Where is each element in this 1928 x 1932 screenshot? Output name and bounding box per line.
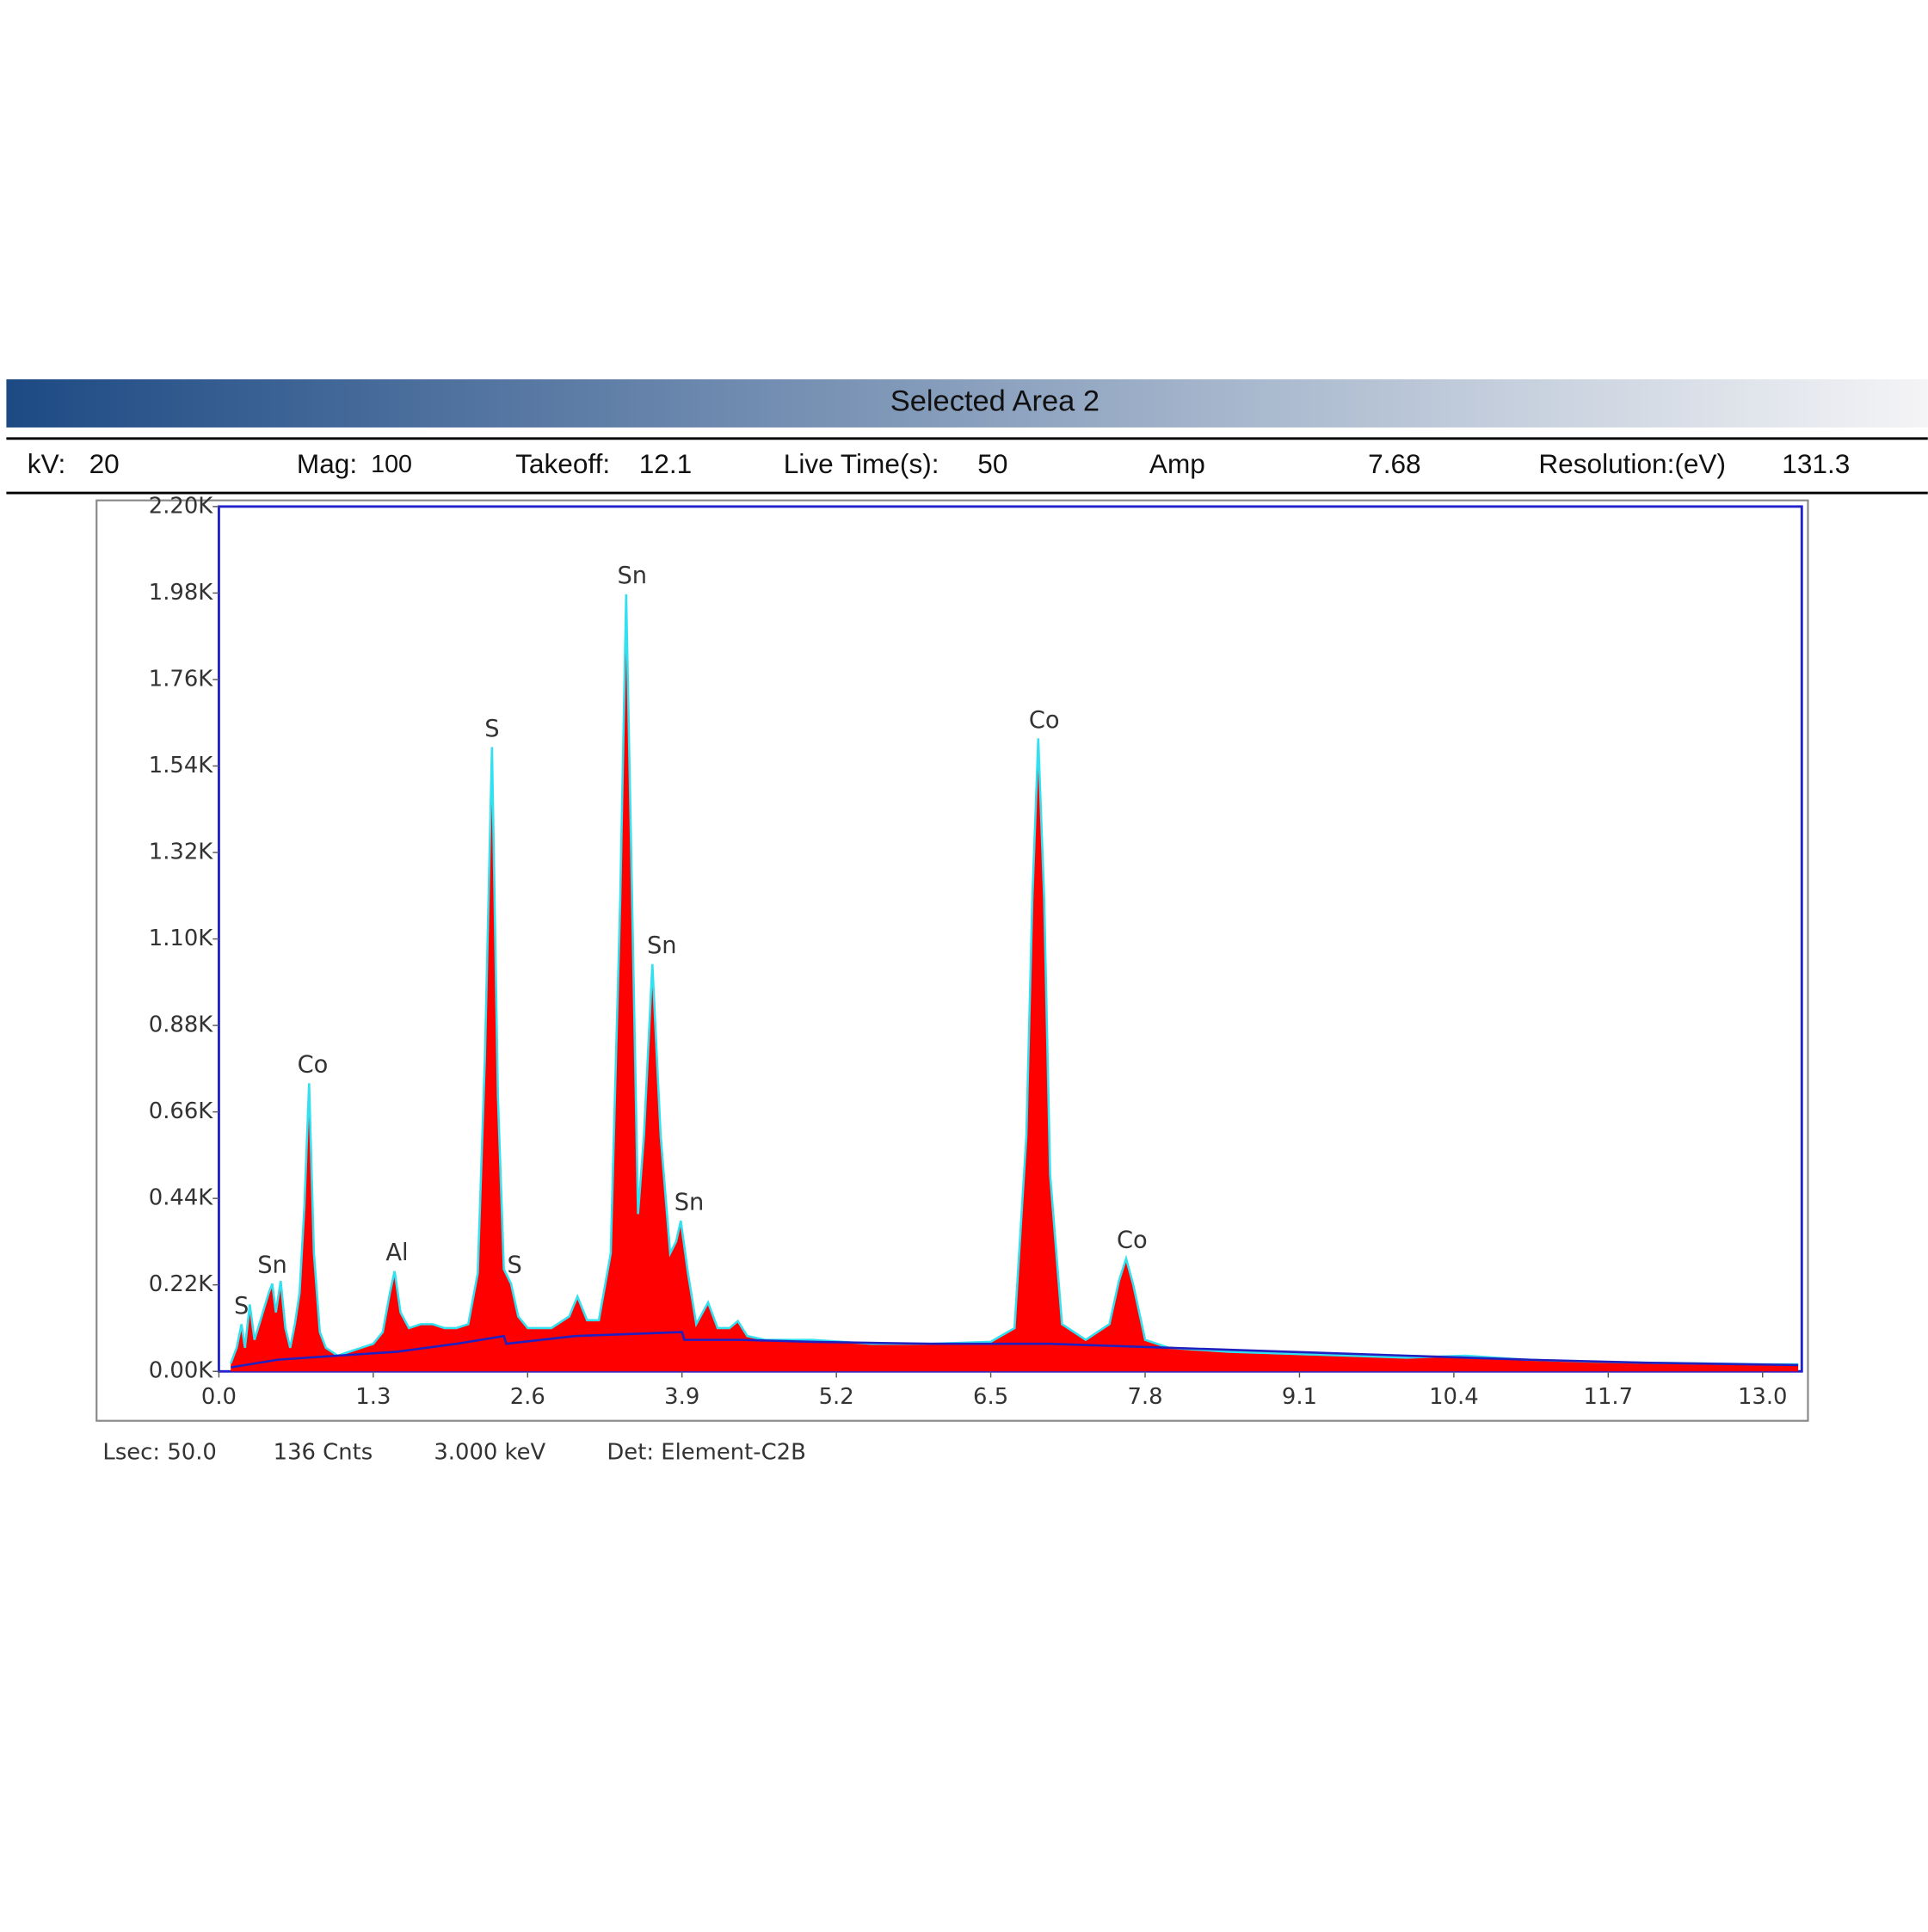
x-tick-label: 11.7: [1584, 1384, 1634, 1410]
peak-label: Sn: [647, 932, 677, 959]
y-tick-label: 2.20K: [149, 493, 214, 519]
peak-label: Co: [1117, 1227, 1148, 1253]
y-tick-label: 0.88K: [149, 1012, 214, 1038]
info-value: 12.1: [639, 448, 692, 479]
footer-text: 3.000 keV: [434, 1440, 545, 1466]
title-bar: [6, 378, 1928, 428]
y-tick-label: 1.10K: [149, 926, 214, 951]
title: Selected Area 2: [890, 385, 1100, 417]
info-value: 131.3: [1782, 448, 1850, 479]
y-tick-label: 0.22K: [149, 1271, 214, 1297]
y-tick-label: 1.54K: [149, 753, 214, 778]
peak-label: Sn: [617, 563, 647, 589]
peak-label: Sn: [257, 1252, 287, 1279]
info-value: 7.68: [1368, 448, 1420, 479]
info-label: kV:: [28, 448, 65, 479]
footer-text: Lsec: 50.0: [102, 1440, 216, 1466]
info-label: Takeoff:: [515, 448, 610, 479]
background-line: [231, 1331, 1799, 1369]
info-label: Resolution:(eV): [1538, 448, 1726, 479]
spectrum-area: [231, 594, 1799, 1372]
x-tick-label: 10.4: [1429, 1384, 1479, 1410]
x-tick-label: 6.5: [973, 1384, 1008, 1410]
peak-label: Al: [385, 1240, 408, 1266]
y-tick-label: 0.44K: [149, 1185, 214, 1211]
chart-frame: [95, 499, 1809, 1422]
peak-label: Sn: [674, 1190, 705, 1216]
info-value: 20: [89, 448, 120, 479]
info-label: Live Time(s):: [784, 448, 939, 479]
y-tick-label: 1.98K: [149, 580, 214, 606]
spectrum-outline: [230, 594, 1799, 1366]
x-tick-label: 7.8: [1127, 1384, 1162, 1410]
y-tick-label: 1.76K: [149, 666, 214, 692]
peak-label: S: [484, 716, 499, 742]
x-tick-label: 5.2: [819, 1384, 854, 1410]
x-tick-label: 13.0: [1738, 1384, 1788, 1410]
info-value: 50: [977, 448, 1007, 479]
plot-frame: [217, 505, 1803, 1373]
peak-label: Co: [1029, 707, 1060, 734]
info-label: Amp: [1149, 448, 1205, 479]
info-value: 100: [371, 451, 412, 478]
info-label: Mag:: [297, 448, 357, 479]
x-tick-label: 2.6: [510, 1384, 545, 1410]
peak-label: S: [234, 1293, 249, 1320]
x-tick-label: 9.1: [1282, 1384, 1317, 1410]
y-tick-label: 1.32K: [149, 840, 214, 865]
x-tick-label: 0.0: [201, 1384, 237, 1410]
y-tick-label: 0.66K: [149, 1098, 214, 1124]
peak-label: S: [507, 1252, 521, 1279]
y-tick-label: 0.00K: [149, 1358, 214, 1384]
footer-text: Det: Element-C2B: [607, 1440, 805, 1466]
x-tick-label: 1.3: [355, 1384, 391, 1410]
footer-text: 136 Cnts: [274, 1440, 373, 1466]
x-tick-label: 3.9: [664, 1384, 699, 1410]
peak-label: Co: [298, 1052, 329, 1079]
